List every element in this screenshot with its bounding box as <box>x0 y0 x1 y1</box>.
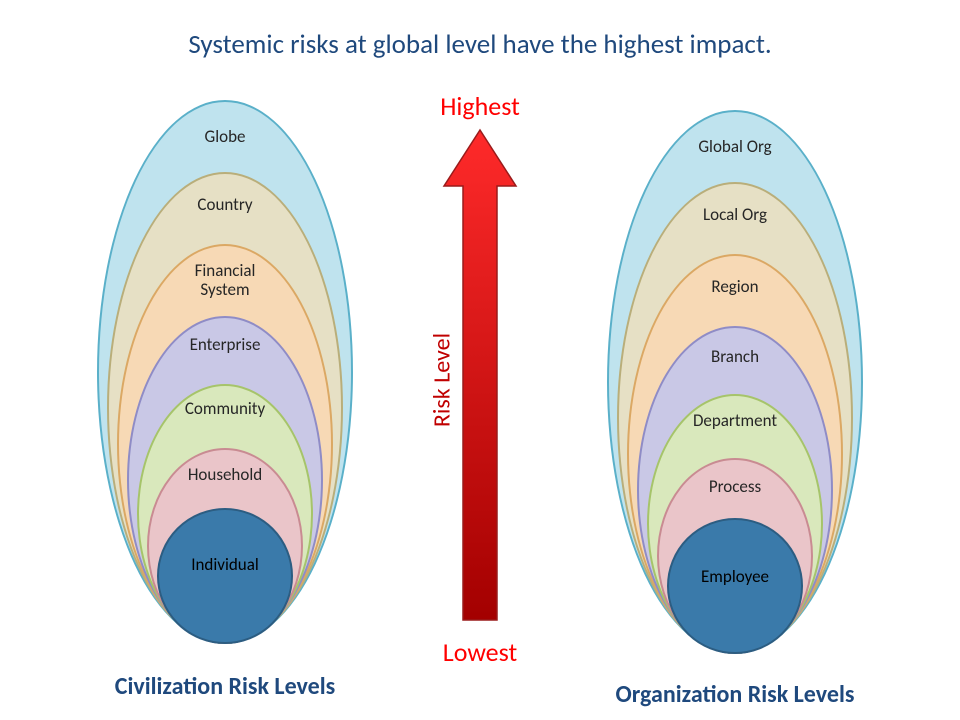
civilization-layer-label: Financial System <box>125 262 325 299</box>
civilization-ellipse <box>157 508 293 644</box>
civilization-layer-label: Globe <box>125 128 325 147</box>
organization-layer-label: Global Org <box>635 138 835 157</box>
civilization-layer-label: Enterprise <box>125 336 325 355</box>
organization-layer-label: Region <box>635 278 835 297</box>
organization-layer-label: Branch <box>635 348 835 367</box>
organization-layer-label: Department <box>635 412 835 431</box>
organization-layer-label: Employee <box>635 568 835 587</box>
civilization-layer-label: Individual <box>125 556 325 575</box>
scale-label-highest: Highest <box>400 90 560 122</box>
organization-layer-label: Process <box>635 478 835 497</box>
diagram-stage: Systemic risks at global level have the … <box>0 0 960 720</box>
civilization-layer-label: Community <box>125 400 325 419</box>
organization-layer-label: Local Org <box>635 206 835 225</box>
organization-column-title: Organization Risk Levels <box>565 680 905 709</box>
scale-label-lowest: Lowest <box>400 636 560 668</box>
civilization-layer-label: Household <box>125 466 325 485</box>
civilization-layer-label: Country <box>125 196 325 215</box>
civilization-column-title: Civilization Risk Levels <box>55 672 395 701</box>
page-title: Systemic risks at global level have the … <box>0 28 960 61</box>
risk-level-axis-label: Risk Level <box>428 333 457 427</box>
